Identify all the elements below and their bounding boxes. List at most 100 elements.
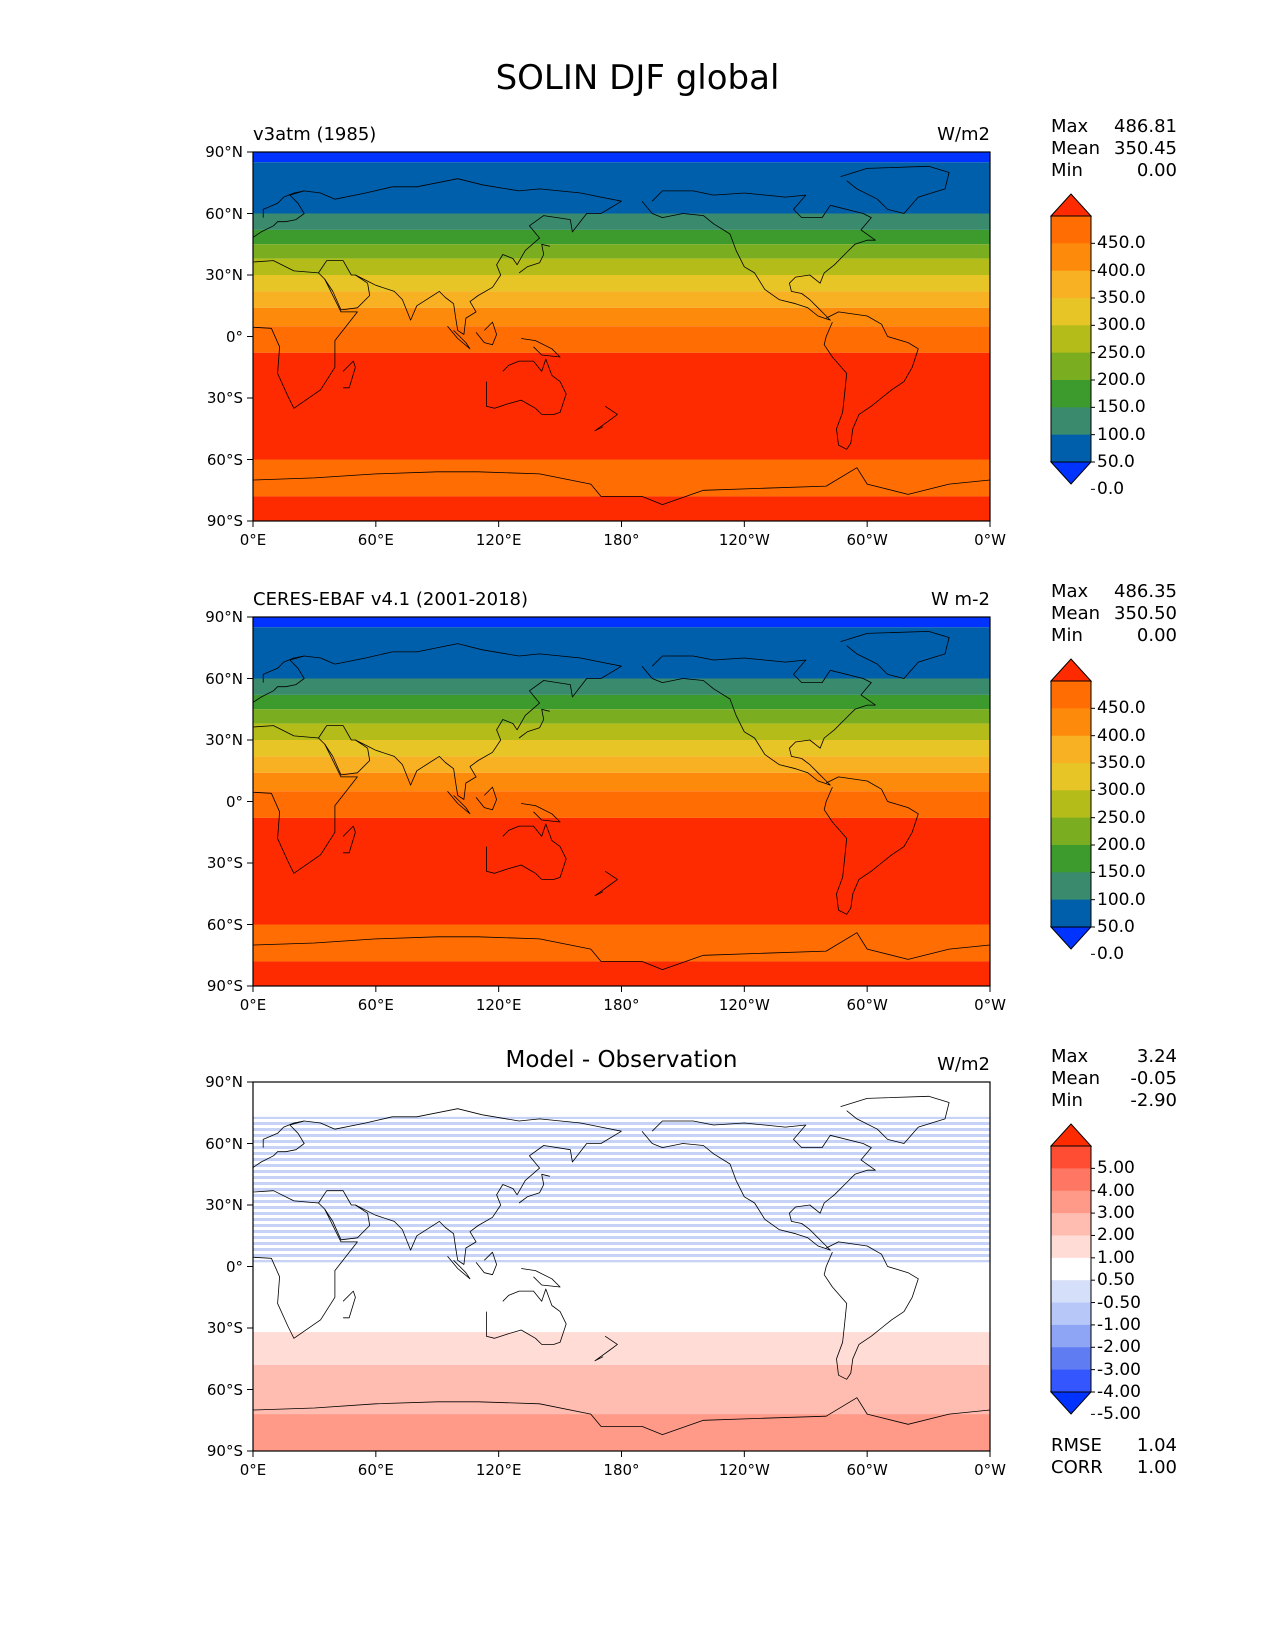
lat-tick-label: 60°N xyxy=(205,204,243,223)
coastline-scandinavia xyxy=(262,190,305,218)
field-band-10 xyxy=(253,352,990,460)
colorbar-obs xyxy=(1049,658,1095,955)
coastline-newzealand xyxy=(594,870,618,897)
colorbar-segment xyxy=(1051,1347,1091,1371)
coastline-africa xyxy=(253,260,358,409)
lat-tick-label: 30°N xyxy=(205,1196,243,1214)
lat-tick-label: 60°N xyxy=(205,1134,243,1153)
coastline-antarctica xyxy=(253,932,990,970)
colorbar-segment xyxy=(1051,817,1091,846)
coastline-asia-north xyxy=(334,1108,622,1132)
colorbar-diff xyxy=(1049,1123,1095,1415)
colorbar-tick-label: 100.0 xyxy=(1097,889,1146,910)
lat-tick-label: 60°S xyxy=(206,1380,243,1399)
field-bands xyxy=(253,152,990,521)
field-bands xyxy=(253,1082,990,1451)
coastline-africa xyxy=(253,725,358,874)
lat-tick-label: 90°N xyxy=(205,1073,243,1091)
stat-value: 0.00 xyxy=(1136,160,1177,181)
colorbar-tick-label: 50.0 xyxy=(1097,917,1135,937)
stat-label: Mean xyxy=(1051,1068,1101,1089)
stat-max: Max 486.81 xyxy=(1051,116,1177,138)
coastline-greenland xyxy=(840,631,950,679)
field-band-2 xyxy=(253,213,990,230)
colorbar-model xyxy=(1049,193,1095,490)
colorbar-segment xyxy=(1051,735,1091,764)
field-band-5 xyxy=(253,258,990,275)
field-band-7 xyxy=(253,756,990,773)
lat-tick-label: 90°S xyxy=(206,1442,243,1460)
lon-tick-label: 0°W xyxy=(974,531,1006,549)
colorbar-frame xyxy=(1050,680,1092,928)
stat-min: Min 0.00 xyxy=(1051,625,1177,647)
field-band-0 xyxy=(253,152,990,163)
colorbar-segment xyxy=(1051,1369,1091,1393)
colorbar-min-arrow xyxy=(1049,926,1093,950)
colorbar-max-arrow xyxy=(1049,193,1093,217)
stat-label: Max xyxy=(1051,1046,1089,1067)
lon-tick-label: 180° xyxy=(603,531,640,549)
lat-tick-label: 90°N xyxy=(205,143,243,161)
lat-tick-label: 60°S xyxy=(206,915,243,934)
colorbar-tick-label: 350.0 xyxy=(1097,288,1146,308)
panel-center-title: Model - Observation xyxy=(505,1047,738,1073)
lon-tick-label: 120°E xyxy=(475,1461,522,1479)
coastline-greenland xyxy=(840,165,950,214)
coastline-north-america xyxy=(641,1120,876,1251)
lon-tick-label: 120°E xyxy=(475,996,522,1014)
lon-tick-label: 0°W xyxy=(974,996,1006,1014)
lat-tick-label: 0° xyxy=(225,792,243,811)
colorbar-tick-label: 150.0 xyxy=(1097,862,1146,883)
colorbar-segment xyxy=(1051,407,1091,436)
stat-label: Min xyxy=(1051,1090,1083,1111)
colorbar-segment xyxy=(1051,1146,1091,1169)
stat-value: 486.35 xyxy=(1114,581,1177,602)
colorbar-min-arrow xyxy=(1049,461,1093,485)
colorbar-segment xyxy=(1051,899,1091,928)
field-band-10 xyxy=(253,817,990,925)
colorbar-tick-label: -5.00 xyxy=(1097,1404,1141,1425)
lat-tick-label: 30°N xyxy=(205,266,243,284)
coastline-newzealand xyxy=(594,405,618,432)
field-band-2 xyxy=(253,678,990,695)
lat-tick-label: 30°S xyxy=(206,1319,243,1337)
coastline-antarctica xyxy=(253,467,990,505)
colorbar-max-arrow xyxy=(1049,1123,1093,1147)
coastline-asia-east xyxy=(318,1130,622,1265)
field-band-1 xyxy=(253,1116,990,1263)
colorbar-max-arrow xyxy=(1049,658,1093,682)
stat-label: Max xyxy=(1051,581,1089,602)
colorbar-segment xyxy=(1051,1190,1091,1214)
coastline-north-america xyxy=(641,655,876,786)
colorbar-tick-label: 4.00 xyxy=(1097,1180,1135,1201)
coastline-antarctica xyxy=(253,1397,990,1435)
field-band-3 xyxy=(253,229,990,245)
colorbar-tick-label: 50.0 xyxy=(1097,452,1135,472)
stat-mean: Mean -0.05 xyxy=(1051,1068,1177,1090)
colorbar-tick-label: 0.0 xyxy=(1097,944,1125,965)
stat-mean: Mean 350.50 xyxy=(1051,603,1177,625)
colorbar-segment xyxy=(1051,352,1091,381)
stat-label: RMSE xyxy=(1051,1435,1102,1456)
lat-tick-label: 90°S xyxy=(206,512,243,530)
map-panel-diff xyxy=(247,1081,1095,1457)
stat-rmse: RMSE 1.04 xyxy=(1051,1435,1177,1457)
field-band-2 xyxy=(253,1262,990,1333)
stat-value: -0.05 xyxy=(1130,1068,1177,1089)
coastline-borneo xyxy=(475,321,497,346)
colorbar-tick-label: 400.0 xyxy=(1097,260,1146,281)
coastline-south-america xyxy=(823,1241,919,1380)
lat-tick-label: 30°S xyxy=(206,854,243,872)
coastline-asia-east xyxy=(318,665,622,800)
coastline-japan xyxy=(518,708,550,739)
lat-tick-label: 0° xyxy=(225,1257,243,1276)
field-band-9 xyxy=(253,791,990,818)
lat-tick-label: 90°S xyxy=(206,977,243,995)
lon-tick-label: 0°E xyxy=(239,1461,267,1479)
field-band-6 xyxy=(253,275,990,292)
coastline-south-america xyxy=(823,776,919,915)
lon-tick-label: 60°W xyxy=(846,996,888,1014)
lon-tick-label: 60°E xyxy=(357,1461,394,1479)
stat-value: -2.90 xyxy=(1130,1090,1177,1111)
